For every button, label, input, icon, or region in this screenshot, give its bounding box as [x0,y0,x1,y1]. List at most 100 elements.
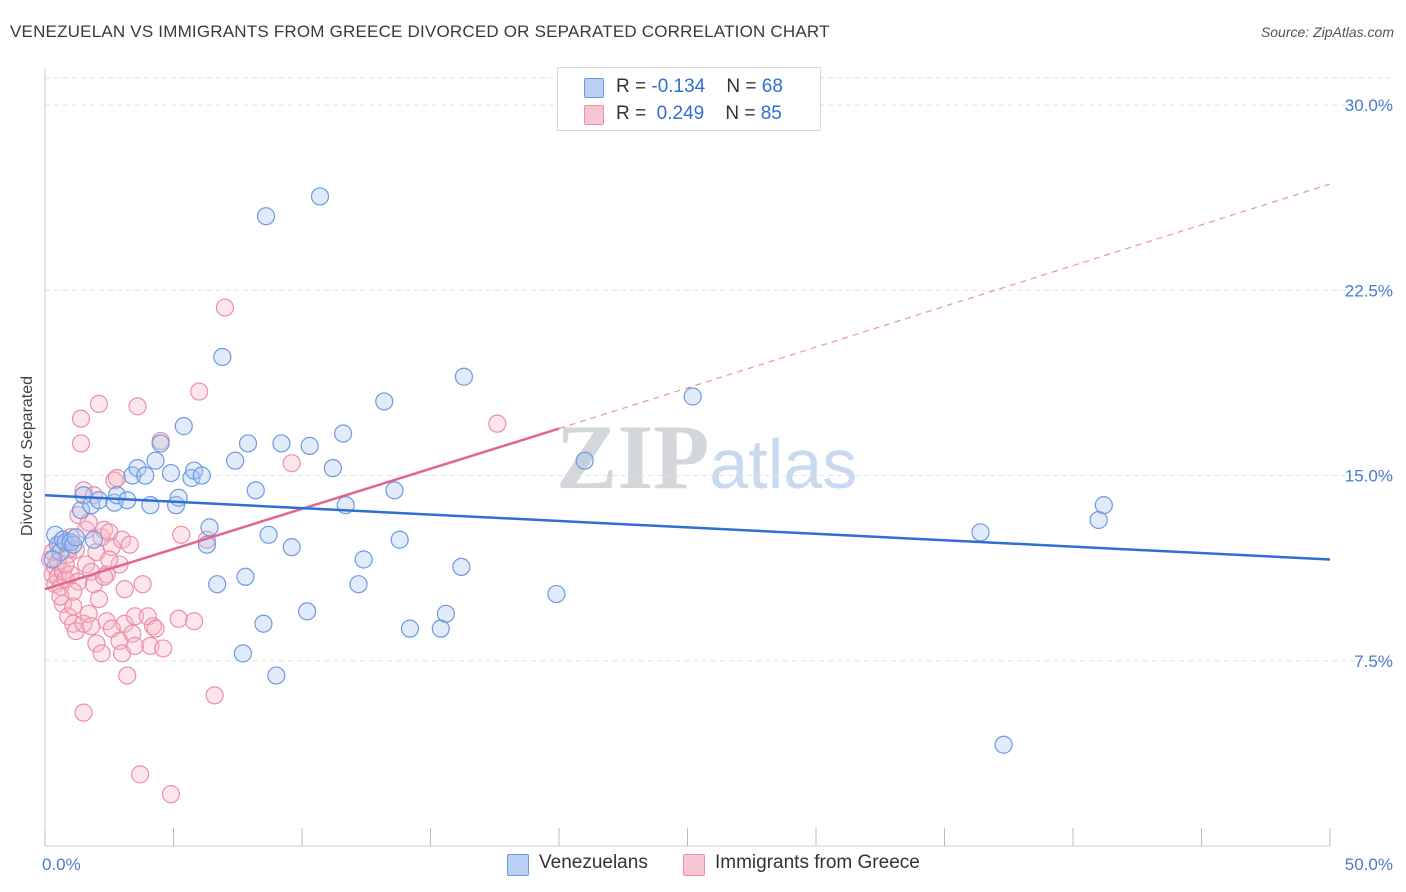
greece-point [184,612,204,631]
greece-point [282,454,301,473]
greece-point [107,468,127,488]
venezuelan-point [254,614,273,633]
watermark-atlas: atlas [709,425,858,503]
legend-n-value: 68 [761,76,783,97]
greece-point [125,636,145,656]
venezuelan-point [256,207,276,226]
venezuelan-point [174,417,193,436]
axes [44,68,1331,847]
venezuelan-point [385,481,404,500]
venezuelan-point [192,466,211,485]
greece-point [74,481,93,500]
greece-point [125,607,145,626]
watermark-zip: ZIP [556,406,710,508]
chart-title: VENEZUELAN VS IMMIGRANTS FROM GREECE DIV… [10,22,830,41]
y-axis-label: Divorced or Separated [19,376,36,536]
legend-n-value: 85 [760,103,782,124]
source-label: Source: ZipAtlas.com [1260,24,1394,40]
venezuelan-point [208,575,227,594]
venezuelan-point [683,387,702,406]
legend-r-value: -0.134 [651,76,706,97]
venezuelan-point [349,575,368,594]
greece-trend-extension [558,183,1331,430]
venezuelan-point [136,466,155,485]
venezuelan-point [575,451,594,470]
x-tick-label: 50.0% [1345,855,1393,874]
legend-n-label: N = [726,76,762,97]
venezuelan-point [61,533,80,552]
venezuelan-point [298,602,317,621]
greece-point [133,575,152,594]
venezuelan-point [259,525,278,544]
venezuelan-point [547,584,566,604]
venezuelan-point [66,528,85,547]
venezuelan-point [400,619,420,638]
y-tick-label: 15.0% [1345,467,1393,486]
venezuelan-point [310,187,330,206]
venezuelan-point [146,451,165,470]
venezuelan-point [128,459,147,478]
greece-point [143,617,163,636]
greece-point [51,587,70,606]
venezuelan-points [43,187,1113,754]
venezuelan-trend-line [44,494,1331,561]
greece-point [190,382,209,401]
x-tick-label: 0.0% [42,855,81,874]
greece-point [205,686,224,705]
venezuelan-point [213,347,232,367]
greece-point [71,409,91,428]
legend-r-label: R = [616,76,652,97]
venezuelan-point [436,604,456,623]
legend-r-value: 0.249 [656,103,705,124]
greece-point [100,550,119,569]
greece-point [87,634,106,653]
venezuelan-point [43,550,62,569]
trend-lines-front [44,183,1331,591]
venezuelan-point [89,491,109,510]
venezuelan-point [375,392,394,411]
venezuelan-point [323,459,342,478]
greece-point [488,414,507,433]
greece-point [130,765,150,784]
greece-point [115,580,134,599]
greece-points [41,298,507,804]
greece-point [120,535,139,554]
greece-point [172,525,191,544]
bottom-legend-label: Immigrants from Greece [715,852,920,873]
bottom-legend-label: Venezuelans [539,852,648,873]
correlation-legend: R = -0.134 N = 68 R = 0.249 N = 85 [557,67,821,131]
greece-point [161,785,181,804]
venezuelan-point [238,434,258,453]
venezuelan-point [300,436,319,455]
greece-point [82,617,101,636]
legend-n-label: N = [725,103,761,124]
venezuelan-point [354,550,373,569]
venezuelan-point [226,451,245,470]
greece-point [89,394,109,413]
greece-point [92,644,111,663]
venezuelan-point [452,557,471,577]
venezuelan-point [161,463,181,483]
venezuelan-point [246,481,265,500]
venezuelan-point [454,367,474,386]
greece-point [146,619,165,638]
greece-point [89,589,109,609]
greece-point [154,639,173,658]
venezuelan-point [282,538,301,557]
greece-point [118,666,137,685]
y-tick-label: 7.5% [1354,652,1393,671]
greece-point [128,397,147,416]
venezuelan-point [233,644,252,663]
venezuelan-point [994,735,1013,754]
venezuelan-point [169,488,188,507]
venezuelan-point [64,535,83,554]
venezuelan-point [1094,496,1113,515]
greece-point [105,471,124,490]
bottom-swatch-blue [507,854,529,876]
greece-point [74,703,93,722]
greece-point [169,609,188,628]
legend-swatch-blue [584,78,604,98]
venezuelan-point [334,424,353,443]
greece-point [71,434,91,453]
greece-point [69,505,88,525]
